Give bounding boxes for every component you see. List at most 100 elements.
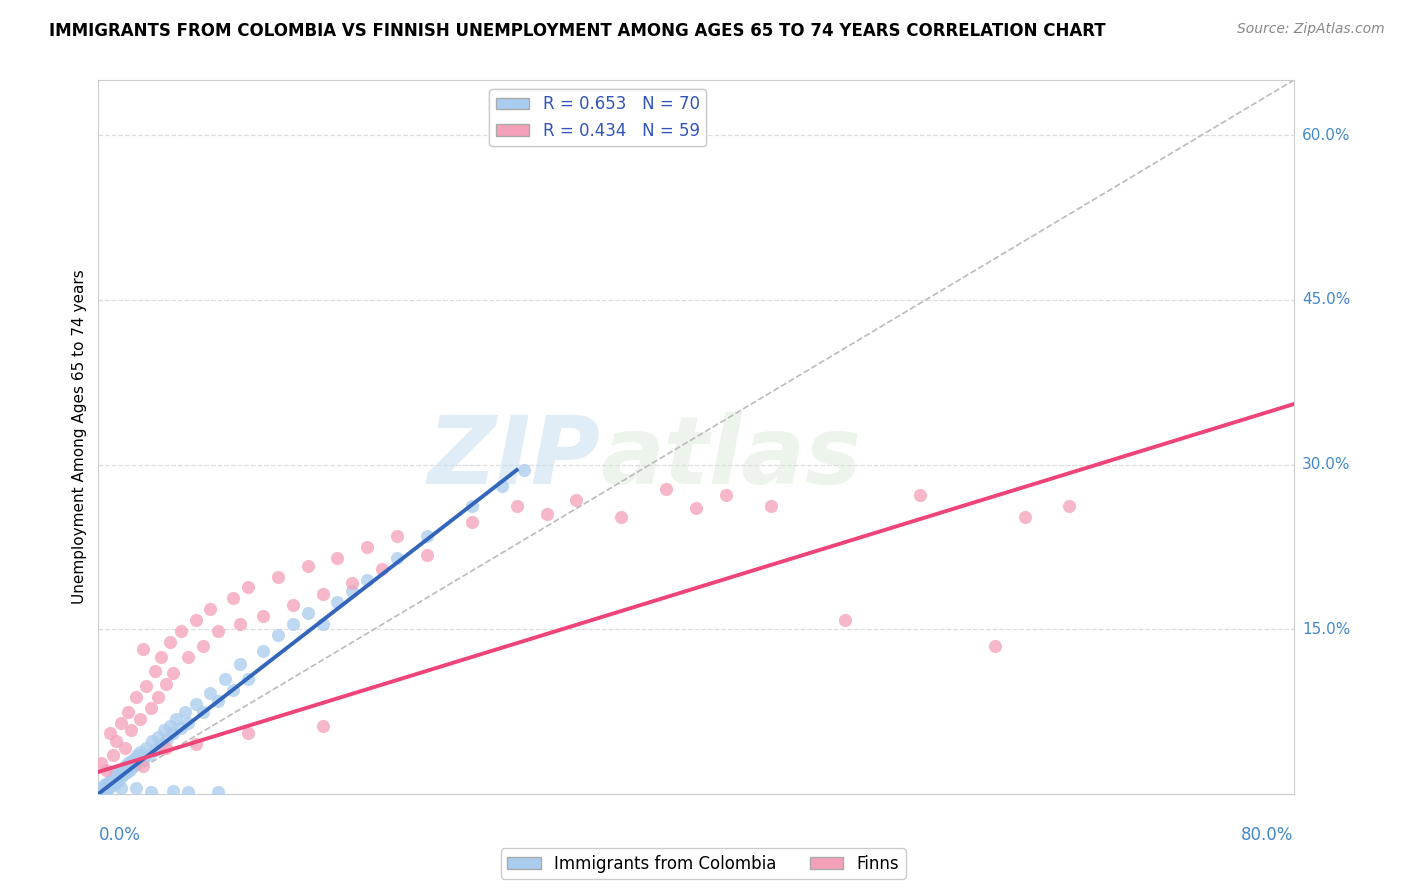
Point (165, 712, 187, 726)
Point (207, 624, 229, 639)
Point (114, 759, 136, 773)
Point (153, 723, 176, 738)
Point (132, 752, 155, 766)
Point (132, 759, 155, 773)
Point (129, 712, 152, 726)
Point (155, 740, 177, 755)
Point (127, 748, 149, 763)
Point (174, 705, 197, 719)
Text: IMMIGRANTS FROM COLOMBIA VS FINNISH UNEMPLOYMENT AMONG AGES 65 TO 74 YEARS CORRE: IMMIGRANTS FROM COLOMBIA VS FINNISH UNEM… (49, 22, 1107, 40)
Point (461, 515, 484, 529)
Point (94, 783, 117, 797)
Text: Source: ZipAtlas.com: Source: ZipAtlas.com (1237, 22, 1385, 37)
Text: 80.0%: 80.0% (1241, 826, 1294, 844)
Point (139, 701, 162, 715)
Point (105, 767, 128, 781)
Point (326, 550, 349, 565)
Point (236, 672, 259, 686)
Text: atlas: atlas (600, 412, 862, 505)
Point (98, 773, 122, 788)
Point (491, 479, 513, 493)
Point (297, 606, 319, 620)
Point (252, 644, 274, 658)
Point (222, 682, 245, 697)
Point (135, 679, 157, 693)
Point (184, 614, 207, 628)
Point (132, 642, 155, 657)
Point (143, 664, 166, 678)
Point (96, 776, 118, 790)
Point (311, 616, 333, 631)
Point (371, 562, 394, 576)
Point (236, 581, 259, 595)
Point (120, 723, 142, 738)
Point (184, 697, 207, 711)
Point (159, 719, 181, 733)
Point (252, 609, 274, 624)
Point (124, 752, 146, 766)
Point (148, 690, 170, 705)
Point (685, 501, 707, 516)
Point (229, 616, 252, 631)
Legend: Immigrants from Colombia, Finns: Immigrants from Colombia, Finns (501, 848, 905, 880)
Point (200, 602, 222, 616)
Point (311, 587, 333, 601)
Point (105, 734, 128, 748)
Point (229, 657, 252, 672)
Point (162, 726, 184, 740)
Point (207, 693, 229, 707)
Point (565, 492, 588, 507)
Point (267, 628, 290, 642)
Text: 45.0%: 45.0% (1302, 293, 1350, 308)
Point (115, 764, 138, 779)
Point (1059, 500, 1081, 514)
Point (101, 778, 124, 792)
Point (110, 715, 132, 730)
Point (114, 740, 136, 755)
Text: 60.0%: 60.0% (1302, 128, 1350, 143)
Point (107, 773, 129, 788)
Point (184, 738, 207, 752)
Point (125, 756, 148, 771)
Point (139, 785, 162, 799)
Point (536, 507, 558, 521)
Point (121, 759, 143, 773)
Point (610, 510, 633, 524)
Point (342, 583, 364, 598)
Point (297, 558, 319, 573)
Point (513, 463, 536, 477)
Point (655, 482, 678, 496)
Point (91, 785, 114, 799)
Point (177, 649, 200, 664)
Point (191, 705, 214, 719)
Point (125, 690, 148, 705)
Point (416, 548, 439, 562)
Point (162, 666, 184, 681)
Point (236, 726, 259, 740)
Point (90, 781, 112, 796)
Legend: R = 0.653   N = 70, R = 0.434   N = 59: R = 0.653 N = 70, R = 0.434 N = 59 (489, 88, 706, 146)
Text: 30.0%: 30.0% (1302, 457, 1350, 472)
Point (385, 550, 409, 565)
Point (461, 500, 484, 514)
Point (98, 726, 122, 740)
Point (159, 635, 181, 649)
Point (111, 763, 134, 777)
Point (169, 624, 191, 639)
Point (143, 743, 166, 757)
Point (506, 500, 529, 514)
Point (416, 529, 439, 543)
Point (281, 598, 304, 612)
Point (118, 763, 141, 777)
Y-axis label: Unemployment Among Ages 65 to 74 years: Unemployment Among Ages 65 to 74 years (72, 269, 87, 605)
Point (104, 776, 127, 790)
Point (191, 639, 214, 653)
Point (214, 672, 236, 686)
Point (94, 763, 117, 777)
Text: 0.0%: 0.0% (98, 826, 141, 844)
Point (150, 649, 173, 664)
Point (108, 764, 131, 779)
Point (110, 771, 132, 785)
Point (908, 488, 931, 502)
Point (267, 569, 290, 583)
